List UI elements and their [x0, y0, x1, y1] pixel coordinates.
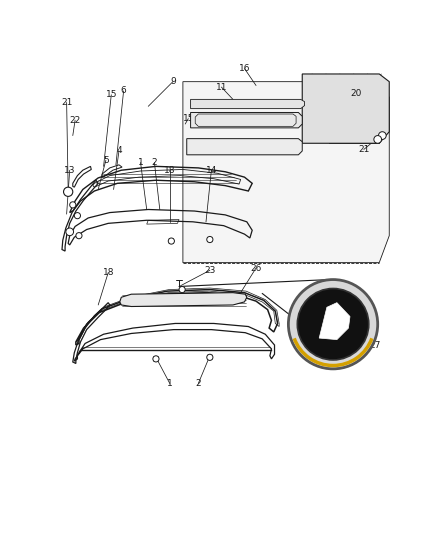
Text: 14: 14 — [206, 166, 217, 175]
Circle shape — [66, 228, 74, 236]
Circle shape — [74, 213, 81, 219]
Text: 18: 18 — [164, 166, 176, 175]
Text: 1: 1 — [138, 158, 143, 167]
Circle shape — [76, 232, 82, 239]
Text: 12: 12 — [272, 114, 283, 123]
Circle shape — [374, 135, 381, 143]
Circle shape — [378, 132, 386, 140]
Text: 18: 18 — [102, 268, 114, 277]
Text: 5: 5 — [103, 156, 109, 165]
Text: 23: 23 — [204, 266, 215, 275]
Text: 11: 11 — [215, 83, 227, 92]
Text: 2: 2 — [195, 379, 201, 388]
Polygon shape — [191, 99, 304, 109]
Circle shape — [64, 187, 73, 196]
Text: 9: 9 — [170, 77, 176, 86]
Text: CHRYSLER: CHRYSLER — [163, 297, 204, 303]
Text: 17: 17 — [235, 140, 247, 149]
Circle shape — [207, 237, 213, 243]
Polygon shape — [120, 293, 247, 306]
Text: 16: 16 — [239, 64, 250, 73]
Circle shape — [168, 238, 174, 244]
Text: 21: 21 — [61, 98, 72, 107]
Text: 20: 20 — [350, 88, 362, 98]
Text: 22: 22 — [70, 116, 81, 125]
Circle shape — [288, 280, 378, 369]
Text: 15: 15 — [183, 114, 194, 123]
Polygon shape — [319, 303, 350, 340]
Circle shape — [207, 354, 213, 360]
Text: 21: 21 — [358, 145, 370, 154]
Polygon shape — [183, 82, 389, 263]
Text: 1: 1 — [167, 379, 173, 388]
Circle shape — [179, 287, 185, 293]
Text: 27: 27 — [370, 341, 381, 350]
Circle shape — [153, 356, 159, 362]
Text: 26: 26 — [251, 263, 262, 272]
Text: 2: 2 — [152, 158, 157, 167]
Circle shape — [297, 288, 369, 360]
Text: 15: 15 — [106, 90, 117, 99]
Text: 28: 28 — [304, 314, 316, 324]
Polygon shape — [187, 139, 302, 155]
Polygon shape — [191, 112, 302, 128]
Text: 4: 4 — [116, 147, 122, 156]
Text: 6: 6 — [121, 86, 127, 95]
Polygon shape — [302, 74, 389, 143]
Text: 13: 13 — [64, 166, 75, 175]
Circle shape — [70, 202, 76, 208]
